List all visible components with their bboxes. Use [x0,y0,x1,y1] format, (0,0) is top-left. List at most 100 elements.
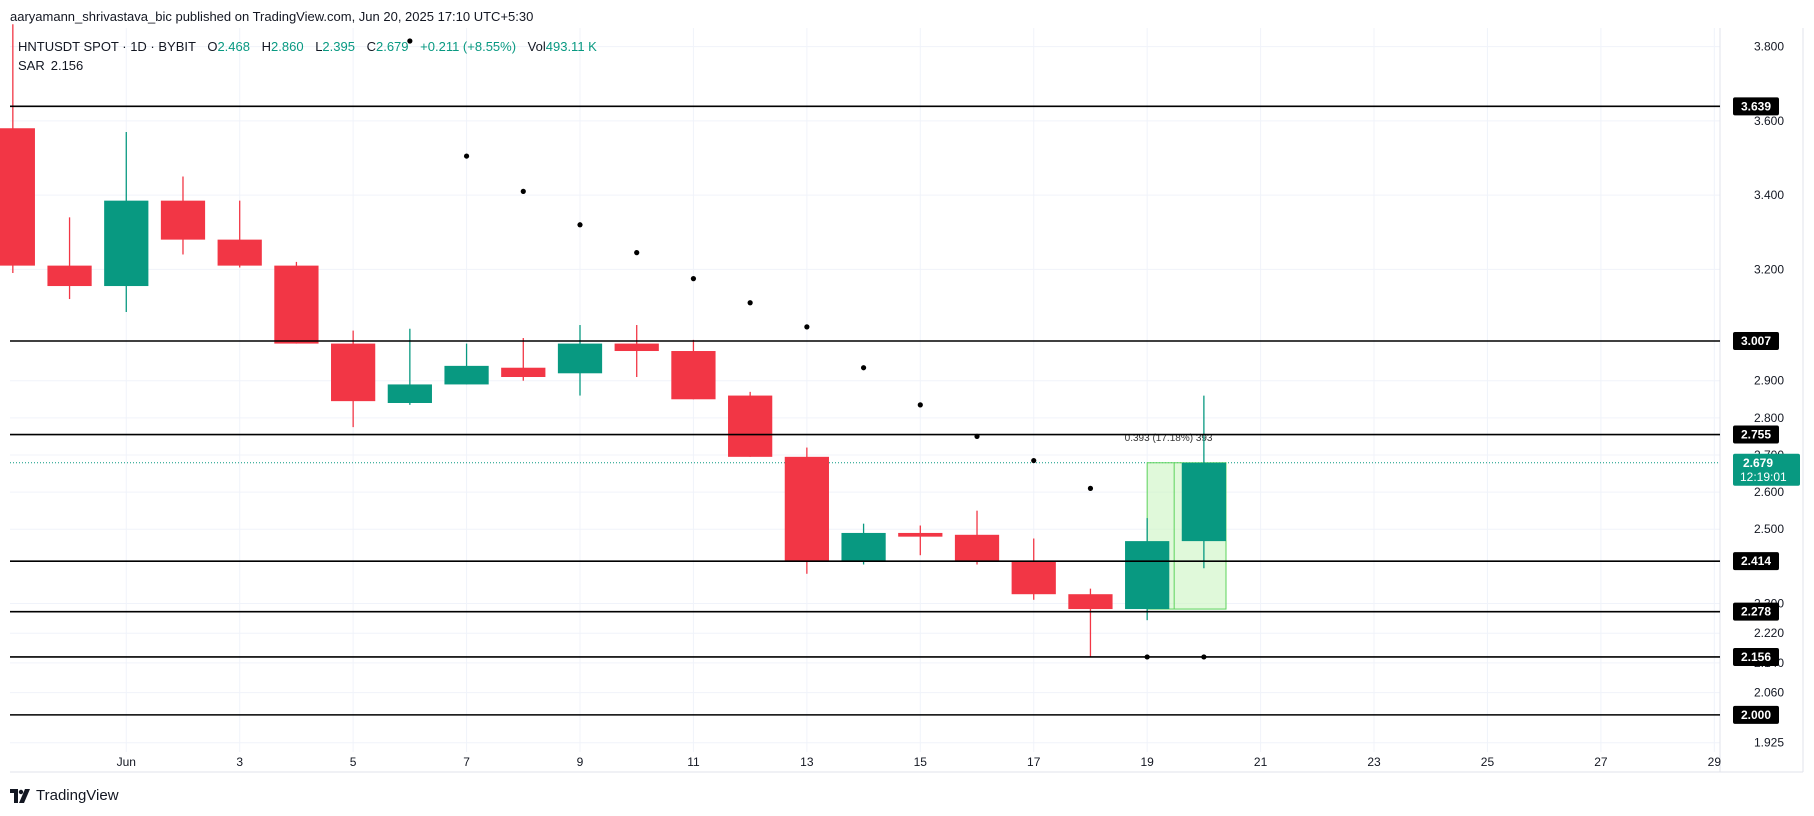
candle-body [444,365,489,385]
candle-body [47,265,92,287]
candle [1011,538,1056,600]
legend-change: +0.211 (+8.55%) [420,39,517,54]
level-label-bg [1733,602,1779,621]
legend-volume-label: Vol [527,39,546,54]
price-axis: 3.8003.6003.4003.2002.9002.8002.7002.600… [1754,40,1784,750]
level-label: 2.000 [1741,708,1771,722]
footer-brand-label: TradingView [36,787,119,804]
candles [0,24,1226,658]
level-label-bg [1733,647,1779,666]
candle [0,24,35,274]
time-tick-label: 3 [236,755,243,769]
candle [954,510,1000,565]
legend-volume-value: 493.11 K [545,39,597,54]
sar-dot [577,222,583,228]
candle [1068,588,1113,658]
legend-close-value: 2.679 [375,39,409,54]
legend-ohlc: HNTUSDT SPOT · 1D · BYBIT O2.468 H2.860 … [18,39,597,54]
price-tick-label: 2.060 [1754,686,1784,700]
candle [728,391,773,457]
legend-high-value: 2.860 [271,39,304,54]
price-tick-label: 3.600 [1754,114,1784,128]
sar-label[interactable]: SAR [18,58,45,73]
price-tick-label: 2.600 [1754,485,1784,499]
candle [1125,518,1170,621]
level-label: 2.414 [1741,554,1771,568]
tradingview-logo-icon [10,788,30,803]
time-tick-label: 21 [1254,755,1268,769]
price-tick-label: 2.900 [1754,374,1784,388]
price-tick-label: 2.220 [1754,626,1784,640]
time-tick-label: 13 [800,755,814,769]
candle-body [557,343,603,374]
time-tick-label: 19 [1140,755,1154,769]
time-tick-label: 29 [1708,755,1722,769]
legend-high-label: H [261,39,272,54]
candle-body [104,200,149,287]
candle-body [954,534,1000,561]
published-info: aaryamann_shrivastava_bic published on T… [10,9,534,24]
level-label-bg [1733,705,1779,724]
candle [160,176,206,255]
candle [501,338,546,381]
candle [387,328,432,405]
time-tick-label: 15 [914,755,928,769]
candle [331,330,376,428]
legend-symbol[interactable]: HNTUSDT SPOT · 1D · BYBIT [18,39,196,54]
level-label-bg [1733,97,1779,116]
candle-body [614,343,659,352]
sar-dot [804,324,810,330]
price-tick-label: 2.500 [1754,522,1784,536]
level-label-bg [1733,331,1779,350]
price-tick-label: 3.800 [1754,40,1784,54]
legend-low-value: 2.395 [322,39,355,54]
grid-lines [10,28,1720,752]
candle-body [1181,462,1226,542]
time-tick-label: 27 [1594,755,1608,769]
time-tick-label: 25 [1481,755,1495,769]
candle [47,217,92,300]
candle-body [784,456,829,561]
candle-body [1125,541,1170,610]
legend-low-label: L [315,39,323,54]
time-tick-label: 5 [350,755,357,769]
candle-body [0,128,35,266]
candle-body [898,532,943,537]
candle [614,325,659,378]
last-price-value: 2.679 [1743,456,1773,470]
time-tick-label: 9 [577,755,584,769]
candle [898,525,943,556]
sar-dot [860,365,867,371]
legend-close-label: C [366,39,376,54]
horizontal-levels: 3.639 3.007 2.755 2.414 2.278 2.156 2.000 [10,97,1779,724]
candle-body [1011,560,1056,595]
candle [274,261,319,344]
sar-dot [634,250,640,256]
candle [784,447,829,574]
candle-body [841,532,886,561]
level-label-bg [1733,552,1779,571]
footer-brand[interactable]: TradingView [10,787,119,804]
legend-sar: SAR 2.156 [18,58,83,73]
price-tick-label: 1.925 [1754,736,1784,750]
sar-dot [917,402,923,408]
level-label: 3.639 [1741,99,1771,113]
candle-body [160,200,206,240]
sar-dot [1031,457,1037,464]
sar-value: 2.156 [50,58,84,73]
candle-body [671,351,716,400]
time-tick-label: Jun [117,755,136,769]
candle [1181,395,1226,569]
candle-body [501,367,546,378]
time-axis: Jun 3 5 7 9 11 13 15 17 19 21 23 25 27 29 [117,755,1722,769]
candle [841,523,886,565]
level-label: 3.007 [1741,334,1771,348]
level-label: 2.278 [1741,605,1771,619]
candle-body [217,239,262,266]
level-label: 2.156 [1741,650,1771,664]
time-tick-label: 7 [463,755,470,769]
price-tick-label: 3.400 [1754,188,1784,202]
time-tick-label: 11 [687,755,700,769]
candle-body [274,265,319,344]
